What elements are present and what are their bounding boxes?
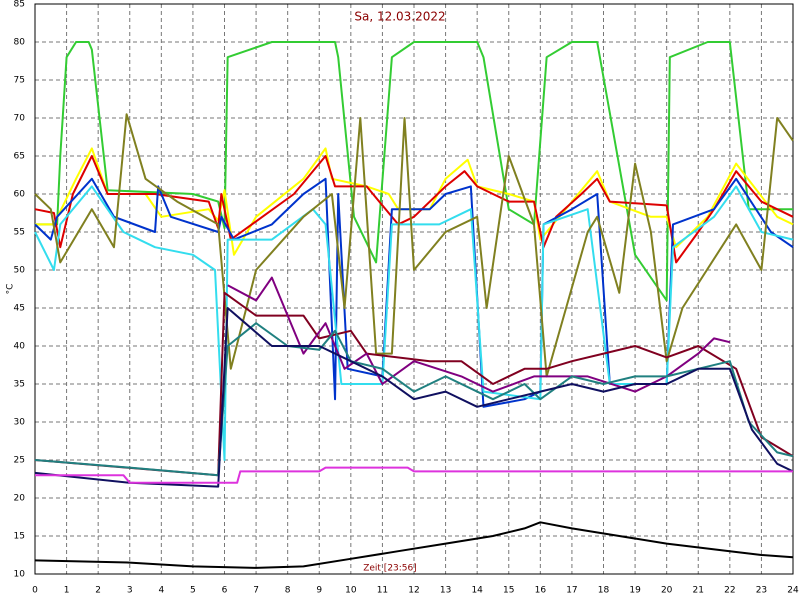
y-tick-label: 40: [14, 342, 26, 352]
y-tick-label: 55: [14, 228, 25, 238]
y-tick-label: 30: [14, 418, 26, 428]
y-tick-label: 70: [14, 114, 26, 124]
x-tick-label: 14: [471, 586, 483, 596]
x-tick-label: 13: [440, 586, 451, 596]
x-tick-label: 4: [158, 586, 164, 596]
x-tick-label: 22: [724, 586, 735, 596]
chart-title: Sa, 12.03.2022: [354, 10, 445, 24]
y-tick-label: 15: [14, 532, 25, 542]
x-tick-label: 19: [629, 586, 641, 596]
x-tick-label: 12: [408, 586, 419, 596]
y-tick-label: 45: [14, 304, 25, 314]
series-line: [35, 41, 793, 302]
x-tick-label: 17: [566, 586, 577, 596]
x-tick-label: 10: [345, 586, 357, 596]
x-tick-label: 21: [693, 586, 704, 596]
x-tick-label: 9: [316, 586, 322, 596]
series-line: [34, 155, 794, 264]
x-tick-label: 1: [64, 586, 70, 596]
x-tick-label: 20: [661, 586, 673, 596]
x-tick-label: 11: [377, 586, 388, 596]
x-tick-label: 5: [190, 586, 196, 596]
series-line: [34, 322, 794, 477]
y-tick-label: 75: [14, 76, 25, 86]
series-line: [227, 276, 731, 393]
series-line: [34, 291, 794, 477]
x-tick-label: 8: [285, 586, 291, 596]
x-tick-label: 23: [756, 586, 767, 596]
y-tick-label: 80: [14, 38, 26, 48]
x-tick-label: 2: [95, 586, 101, 596]
annotation: Zeit [23:56]: [363, 564, 417, 574]
x-tick-label: 18: [598, 586, 610, 596]
y-axis-label: °C: [6, 284, 16, 295]
x-tick-label: 0: [32, 586, 38, 596]
x-tick-label: 6: [222, 586, 228, 596]
y-tick-label: 20: [14, 494, 26, 504]
plot-frame: [34, 3, 794, 575]
series-line: [34, 307, 794, 488]
x-tick-label: 24: [787, 586, 799, 596]
x-tick-label: 15: [503, 586, 514, 596]
y-tick-label: 65: [14, 152, 25, 162]
x-tick-label: 3: [127, 586, 133, 596]
series-line: [34, 521, 794, 569]
y-tick-label: 60: [14, 190, 26, 200]
y-tick-label: 85: [14, 0, 25, 10]
series-line: [34, 113, 794, 378]
series-line: [35, 466, 793, 484]
y-tick-label: 10: [14, 570, 26, 580]
y-tick-label: 25: [14, 456, 25, 466]
x-tick-label: 16: [535, 586, 547, 596]
y-tick-label: 50: [14, 266, 26, 276]
y-tick-label: 35: [14, 380, 25, 390]
x-tick-label: 7: [253, 586, 259, 596]
